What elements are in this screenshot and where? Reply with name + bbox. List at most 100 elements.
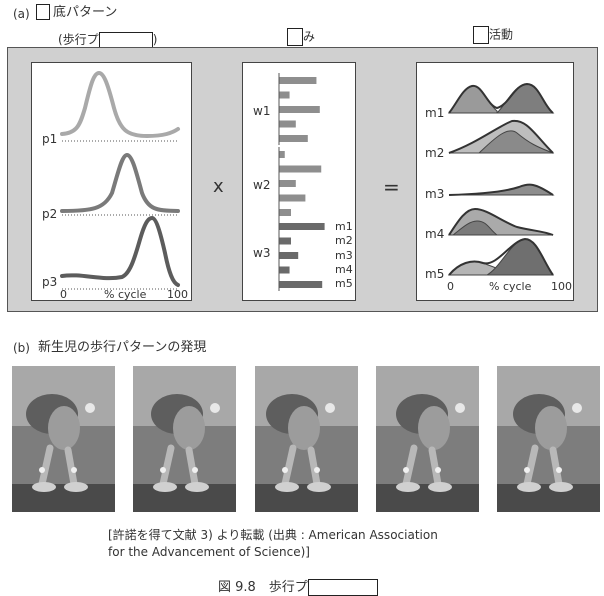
photo-5 xyxy=(497,366,600,512)
infant-legs-shape xyxy=(281,444,321,488)
m2-label: m2 xyxy=(425,146,445,160)
weights-muscle-m3: m3 xyxy=(335,249,353,262)
weights-muscle-m5: m5 xyxy=(335,277,353,290)
m4-outline xyxy=(448,207,554,236)
photo-floor xyxy=(133,484,236,512)
column-header-activity: 活動 xyxy=(473,26,513,44)
w2-label: w2 xyxy=(253,178,271,192)
infant-legs-shape xyxy=(523,444,563,488)
weight-bar-w2-m3 xyxy=(279,180,296,187)
weight-bar-w1-m1 xyxy=(279,77,317,84)
w3-label: w3 xyxy=(253,246,271,260)
panel-a-title-blank xyxy=(36,4,50,20)
column-header-activity-blank xyxy=(473,26,489,44)
m1-area-a xyxy=(447,85,498,114)
column-header-weights-blank xyxy=(287,28,303,46)
m3-label: m3 xyxy=(425,187,445,201)
p3-curve xyxy=(60,215,180,287)
infant-legs-shape xyxy=(159,444,199,488)
m4-area-b xyxy=(451,220,499,236)
weights-muscle-m4: m4 xyxy=(335,263,353,276)
credit-line-1: [許諾を得て文献 3) より転載 (出典 : American Associat… xyxy=(108,528,438,542)
weight-bar-w2-m5 xyxy=(279,209,291,216)
weight-bar-w3-m5 xyxy=(279,281,323,288)
marker-dot xyxy=(192,467,198,473)
weight-bar-w1-m2 xyxy=(279,91,290,99)
infant-walking-illustration xyxy=(12,366,115,512)
patterns-x-label: % cycle xyxy=(104,288,147,301)
m1-outline xyxy=(448,82,554,114)
infant-foot-shape xyxy=(307,482,331,492)
infant-walking-illustration xyxy=(255,366,358,512)
marker-dot xyxy=(210,403,220,413)
p3-label: p3 xyxy=(42,275,58,289)
infant-walking-illustration xyxy=(497,366,600,512)
photo-floor xyxy=(376,484,479,512)
column-header-patterns-text: (歩行プ xyxy=(58,32,99,47)
weight-bar-w3-m3 xyxy=(279,252,299,259)
m4-label: m4 xyxy=(425,227,445,241)
marker-dot xyxy=(325,403,335,413)
times-operator: x xyxy=(213,176,224,197)
infant-foot-shape xyxy=(428,482,452,492)
m5-outline xyxy=(448,237,554,276)
panel-b-title: 新生児の歩行パターンの発現 xyxy=(38,340,207,355)
weight-bar-w1-m5 xyxy=(279,135,308,142)
infant-foot-shape xyxy=(185,482,209,492)
photo-4 xyxy=(376,366,479,512)
weights-plot xyxy=(278,73,325,291)
panel-a-label: (a) xyxy=(13,7,30,21)
w1-label: w1 xyxy=(253,104,271,118)
marker-dot xyxy=(85,403,95,413)
photo-3 xyxy=(255,366,358,512)
photo-floor xyxy=(255,484,358,512)
marker-dot xyxy=(435,467,441,473)
weights-muscle-m1: m1 xyxy=(335,220,353,233)
activity-plot xyxy=(447,82,555,276)
weight-bar-w1-m3 xyxy=(279,106,320,113)
infant-foot-shape xyxy=(64,482,88,492)
marker-dot xyxy=(403,467,409,473)
weight-bar-w3-m1 xyxy=(279,223,325,230)
marker-dot xyxy=(556,467,562,473)
photo-1 xyxy=(12,366,115,512)
weight-bar-w3-m4 xyxy=(279,266,290,274)
weight-bar-w3-m2 xyxy=(279,237,291,245)
infant-foot-shape xyxy=(275,482,299,492)
weight-bar-w2-m1 xyxy=(279,151,285,158)
column-header-patterns-blank xyxy=(98,32,153,48)
infant-torso-shape xyxy=(418,406,450,450)
photo-floor xyxy=(12,484,115,512)
marker-dot xyxy=(39,467,45,473)
infant-torso-shape xyxy=(535,406,567,450)
weight-bar-w2-m4 xyxy=(279,194,306,202)
marker-dot xyxy=(572,403,582,413)
weight-bar-w2-m2 xyxy=(279,165,322,173)
infant-walking-illustration xyxy=(376,366,479,512)
marker-dot xyxy=(524,467,530,473)
infant-foot-shape xyxy=(153,482,177,492)
marker-dot xyxy=(314,467,320,473)
patterns-panel: p1 p2 p3 0 % cycle 100 xyxy=(31,62,192,301)
p2-label: p2 xyxy=(42,207,58,221)
m1-label: m1 xyxy=(425,106,445,120)
infant-foot-shape xyxy=(32,482,56,492)
activity-x-start: 0 xyxy=(447,280,454,293)
p2-curve xyxy=(60,152,180,213)
marker-dot xyxy=(455,403,465,413)
figure-caption-text: 図 9.8 歩行プ xyxy=(218,580,308,595)
marker-dot xyxy=(160,467,166,473)
infant-torso-shape xyxy=(173,406,205,450)
photo-floor xyxy=(497,484,600,512)
p1-label: p1 xyxy=(42,132,58,146)
infant-foot-shape xyxy=(517,482,541,492)
marker-dot xyxy=(282,467,288,473)
activity-panel: m1 m2 m3 m4 m5 0 % cycle 100 xyxy=(416,62,574,301)
marker-dot xyxy=(71,467,77,473)
m5-label: m5 xyxy=(425,267,445,281)
figure-caption: 図 9.8 歩行プ xyxy=(218,579,378,596)
infant-foot-shape xyxy=(396,482,420,492)
figure-caption-blank xyxy=(307,579,378,596)
panel-b-label: (b) xyxy=(13,341,30,355)
column-header-weights-text: み xyxy=(303,29,316,44)
